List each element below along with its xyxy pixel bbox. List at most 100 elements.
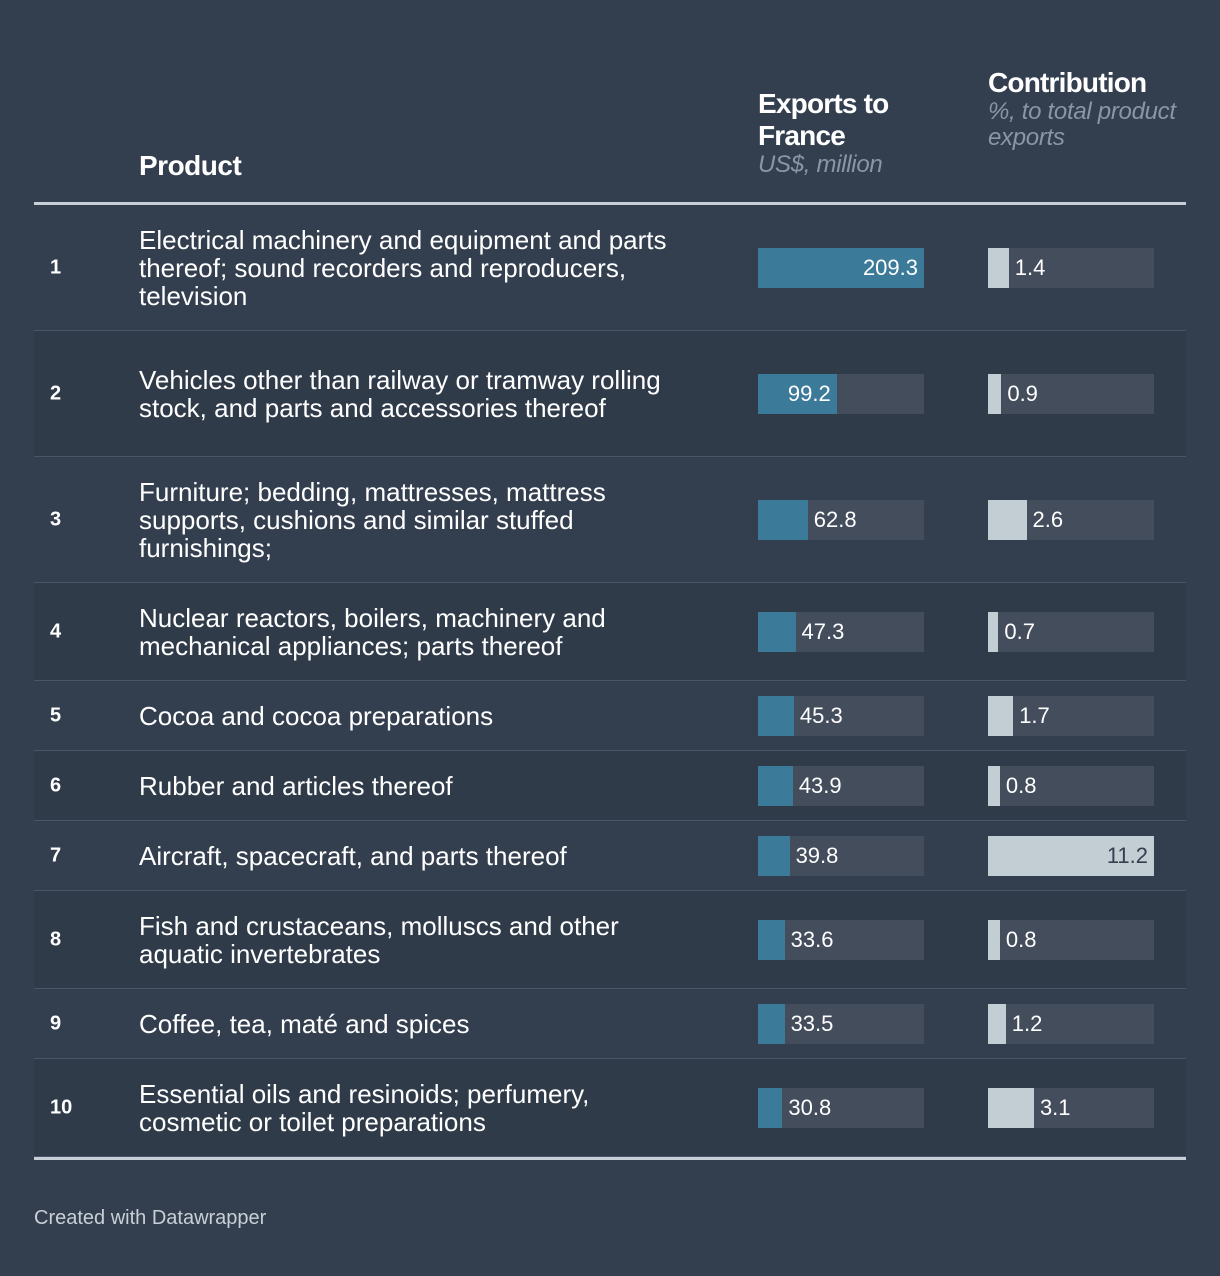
contribution-bar-track: 0.8 xyxy=(988,765,1154,806)
contribution-value-label: 0.8 xyxy=(1005,926,1037,952)
exports-bar-track: 62.8 xyxy=(758,499,924,540)
header-exports-subtitle: US$, million xyxy=(758,151,883,178)
exports-bar-track: 99.2 xyxy=(758,373,924,414)
row-product: Nuclear reactors, boilers, machinery and… xyxy=(139,602,606,661)
contribution-bar-track: 11.2 xyxy=(988,835,1154,876)
contribution-bar xyxy=(988,499,1027,540)
row-rank: 3 xyxy=(50,508,62,530)
contribution-value-label: 11.2 xyxy=(1106,842,1148,868)
table-row: 7 Aircraft, spacecraft, and parts thereof… xyxy=(34,821,1186,891)
exports-value-label: 39.8 xyxy=(795,842,839,868)
contribution-bar xyxy=(988,1003,1006,1044)
contribution-bar-track: 1.7 xyxy=(988,695,1154,736)
header-exports: Exports to France US$, million xyxy=(758,88,928,178)
table-header: Product Exports to France US$, million C… xyxy=(34,0,1186,205)
contribution-value-label: 1.4 xyxy=(1014,254,1046,280)
exports-bar xyxy=(758,765,793,806)
row-rank: 8 xyxy=(50,928,62,950)
exports-bar xyxy=(758,1087,783,1128)
row-rank: 5 xyxy=(50,704,62,726)
contribution-bar-track: 0.9 xyxy=(988,373,1154,414)
contribution-bar-track: 0.8 xyxy=(988,919,1154,960)
table-row: 4 Nuclear reactors, boilers, machinery an… xyxy=(34,583,1186,681)
row-product: Electrical machinery and equipment and p… xyxy=(139,224,667,311)
exports-bar xyxy=(758,373,837,414)
contribution-value-label: 1.7 xyxy=(1019,702,1050,728)
exports-value-label: 209.3 xyxy=(862,254,918,280)
row-product: Rubber and articles thereof xyxy=(139,770,453,801)
contribution-bar-track: 1.2 xyxy=(988,1003,1154,1044)
exports-bar-track: 209.3 xyxy=(758,247,924,288)
contribution-value-label: 3.1 xyxy=(1039,1094,1071,1120)
exports-bar-track: 39.8 xyxy=(758,835,924,876)
exports-bar xyxy=(758,499,808,540)
contribution-bar xyxy=(988,1087,1034,1128)
table-row: 2 Vehicles other than railway or tramway … xyxy=(34,331,1186,457)
exports-bar-track: 33.6 xyxy=(758,919,924,960)
row-product: Fish and crustaceans, molluscs and other… xyxy=(139,910,619,969)
exports-value-label: 30.8 xyxy=(788,1094,832,1120)
contribution-value-label: 1.2 xyxy=(1011,1010,1043,1036)
contribution-value-label: 2.6 xyxy=(1032,506,1064,532)
table-row: 1 Electrical machinery and equipment and … xyxy=(34,205,1186,331)
row-product: Furniture; bedding, mattresses, mattress… xyxy=(139,476,606,563)
row-rank: 2 xyxy=(50,382,62,404)
exports-bar-track: 43.9 xyxy=(758,765,924,806)
row-product: Coffee, tea, maté and spices xyxy=(139,1008,470,1039)
table-bottom-rule xyxy=(34,1157,1186,1160)
exports-value-label: 62.8 xyxy=(813,506,857,532)
row-rank: 9 xyxy=(50,1012,62,1034)
contribution-value-label: 0.7 xyxy=(1004,618,1035,644)
exports-bar xyxy=(758,695,794,736)
table-row: 8 Fish and crustaceans, molluscs and othe… xyxy=(34,891,1186,989)
table-row: 10 Essential oils and resinoids; perfumer… xyxy=(34,1059,1186,1157)
data-table: Product Exports to France US$, million C… xyxy=(34,0,1186,1160)
exports-value-label: 43.9 xyxy=(798,772,842,798)
row-product: Essential oils and resinoids; perfumery,… xyxy=(139,1078,590,1137)
contribution-bar-track: 1.4 xyxy=(988,247,1154,288)
header-contribution-subtitle: %, to total product exports xyxy=(988,98,1176,151)
row-rank: 10 xyxy=(50,1096,73,1118)
exports-bar-track: 47.3 xyxy=(758,611,924,652)
contribution-bar xyxy=(988,247,1009,288)
exports-bar xyxy=(758,611,796,652)
exports-bar xyxy=(758,835,790,876)
row-product: Vehicles other than railway or tramway r… xyxy=(139,364,661,423)
header-product: Product xyxy=(139,150,242,181)
contribution-bar xyxy=(988,835,1154,876)
contribution-bar xyxy=(988,373,1002,414)
contribution-bar xyxy=(988,695,1014,736)
contribution-value-label: 0.8 xyxy=(1005,772,1037,798)
table-row: 9 Coffee, tea, maté and spices 33.5 1.2 xyxy=(34,989,1186,1059)
row-rank: 4 xyxy=(50,620,62,642)
exports-value-label: 33.5 xyxy=(790,1010,834,1036)
row-rank: 1 xyxy=(50,256,62,278)
exports-bar-track: 30.8 xyxy=(758,1087,924,1128)
header-exports-title: Exports to France xyxy=(758,88,889,151)
exports-bar-track: 33.5 xyxy=(758,1003,924,1044)
contribution-value-label: 0.9 xyxy=(1007,380,1038,406)
row-product: Cocoa and cocoa preparations xyxy=(139,700,494,731)
exports-value-label: 99.2 xyxy=(787,380,831,406)
table-row: 3 Furniture; bedding, mattresses, mattres… xyxy=(34,457,1186,583)
contribution-bar xyxy=(988,611,999,652)
header-contribution: Contribution %, to total product exports xyxy=(988,67,1178,151)
table-row: 5 Cocoa and cocoa preparations 45.3 1.7 xyxy=(34,681,1186,751)
header-contribution-title: Contribution xyxy=(988,67,1147,98)
contribution-bar xyxy=(988,765,1000,806)
table-body: 1 Electrical machinery and equipment and … xyxy=(34,205,1186,1157)
row-product: Aircraft, spacecraft, and parts thereof xyxy=(139,840,567,871)
contribution-bar-track: 3.1 xyxy=(988,1087,1154,1128)
table-row: 6 Rubber and articles thereof 43.9 0.8 xyxy=(34,751,1186,821)
exports-bar xyxy=(758,919,785,960)
contribution-bar-track: 0.7 xyxy=(988,611,1154,652)
footer-credit: Created with Datawrapper xyxy=(34,1207,267,1229)
exports-value-label: 45.3 xyxy=(799,702,843,728)
exports-value-label: 47.3 xyxy=(801,618,845,644)
row-rank: 6 xyxy=(50,774,62,796)
contribution-bar-track: 2.6 xyxy=(988,499,1154,540)
exports-bar xyxy=(758,247,924,288)
row-rank: 7 xyxy=(50,844,62,866)
exports-bar-track: 45.3 xyxy=(758,695,924,736)
exports-bar xyxy=(758,1003,785,1044)
